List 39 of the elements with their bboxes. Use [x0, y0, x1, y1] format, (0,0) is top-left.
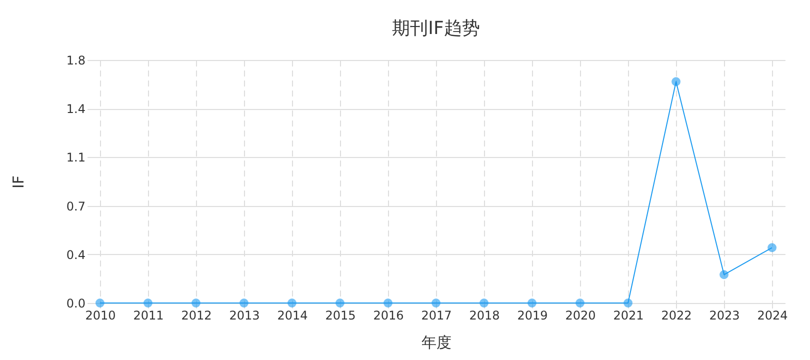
- point: [720, 270, 729, 280]
- x-tick-label: 2011: [133, 308, 164, 322]
- point: [432, 298, 440, 308]
- point: [384, 298, 392, 308]
- point: [576, 298, 584, 308]
- point: [672, 77, 680, 86]
- y-tick-label: 0.7: [66, 199, 86, 214]
- point: [95, 298, 104, 308]
- point: [528, 298, 536, 308]
- x-tick-label: 2013: [229, 308, 260, 322]
- point: [288, 298, 296, 308]
- x-tick-label: 2012: [181, 308, 212, 322]
- point: [192, 298, 200, 308]
- point: [240, 298, 248, 308]
- x-tick-label: 2018: [469, 308, 500, 322]
- x-tick-label: 2014: [277, 308, 308, 322]
- x-tick-label: 2019: [517, 308, 548, 322]
- point: [143, 298, 152, 308]
- y-tick-label: 0.4: [66, 248, 86, 262]
- point: [480, 298, 488, 308]
- x-tick-label: 2017: [421, 308, 452, 322]
- x-tick-label: 2022: [661, 308, 692, 322]
- point: [336, 298, 344, 308]
- x-tick-label: 2015: [325, 308, 356, 322]
- y-tick-label: 1.8: [66, 54, 86, 68]
- x-tick-label: 2023: [709, 308, 740, 322]
- y-tick-label: 0.0: [66, 296, 86, 310]
- x-tick-label: 2020: [565, 308, 596, 322]
- y-tick-label: 1.1: [66, 150, 86, 165]
- x-tick-label: 2024: [757, 308, 788, 322]
- chart-title: 期刊IF趋势: [392, 18, 480, 39]
- point: [768, 243, 777, 252]
- y-tick-label: 1.4: [66, 102, 86, 116]
- x-tick-label: 2010: [85, 308, 116, 322]
- x-axis-title: 年度: [422, 334, 452, 352]
- y-axis-title: IF: [9, 175, 28, 189]
- point: [624, 298, 632, 308]
- x-tick-label: 2021: [613, 308, 644, 322]
- x-tick-label: 2016: [373, 308, 404, 322]
